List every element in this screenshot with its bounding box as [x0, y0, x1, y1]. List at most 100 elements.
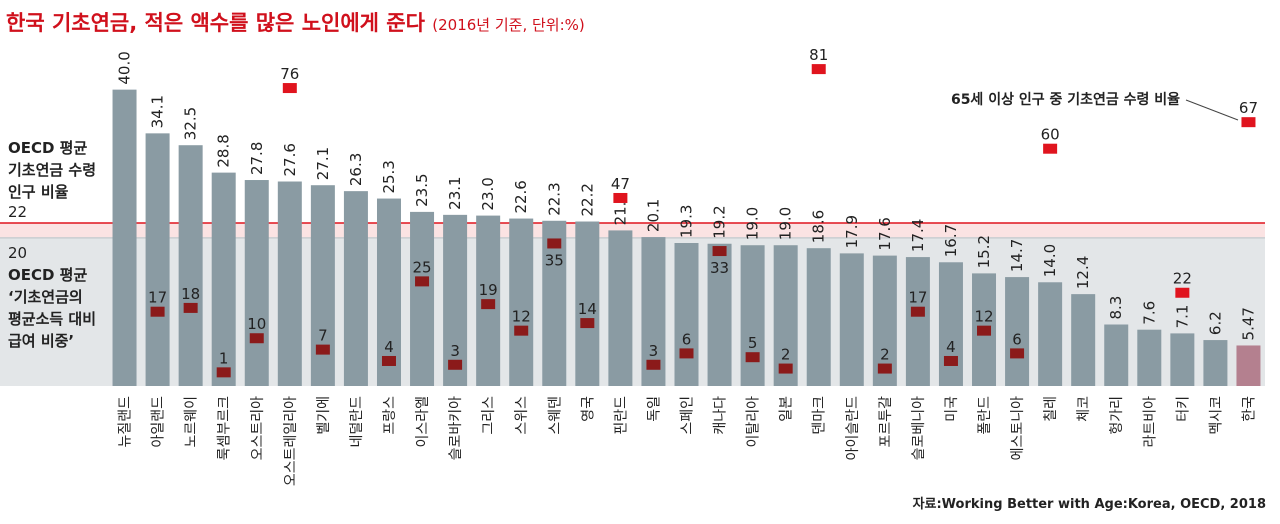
bar-value-label: 19.2	[711, 205, 729, 238]
marker	[448, 359, 463, 370]
x-tick-label: 뉴질랜드	[118, 396, 134, 448]
bar-value-label: 32.5	[182, 107, 200, 140]
x-tick-label: 터키	[1175, 396, 1191, 422]
bar-value-label: 14.7	[1008, 239, 1026, 272]
bar-value-label: 12.4	[1074, 256, 1092, 289]
bar	[1137, 329, 1162, 386]
bar	[112, 89, 137, 387]
bar	[1170, 333, 1195, 386]
marker	[1043, 143, 1058, 154]
bar-value-label: 7.6	[1140, 301, 1158, 325]
bar-value-label: 14.0	[1041, 244, 1059, 277]
marker-label: 5	[748, 334, 758, 352]
x-tick-label: 체코	[1076, 396, 1092, 422]
marker-label: 6	[682, 330, 692, 348]
marker	[811, 64, 826, 75]
bar	[1236, 345, 1261, 386]
bar-value-label: 19.0	[777, 207, 795, 240]
reference-label: 기초연금 수령	[8, 161, 96, 179]
marker-label: 19	[479, 281, 498, 299]
bar-value-label: 23.1	[446, 176, 464, 209]
bar-value-label: 16.7	[942, 224, 960, 257]
marker	[415, 276, 430, 287]
x-tick-label: 미국	[944, 396, 960, 422]
bar-value-label: 19.0	[744, 207, 762, 240]
marker	[249, 333, 264, 344]
marker	[977, 325, 992, 336]
reference-label: 인구 비율	[8, 183, 69, 201]
marker-label: 22	[1173, 270, 1192, 288]
marker-label: 4	[946, 338, 956, 356]
marker-label: 17	[148, 289, 167, 307]
marker	[943, 355, 958, 366]
bar-value-label: 22.6	[512, 180, 530, 213]
marker-label: 4	[384, 338, 394, 356]
subtitle: (2016년 기준, 단위:%)	[432, 16, 585, 34]
reference-label: OECD 평균	[8, 139, 87, 157]
marker-label: 60	[1041, 126, 1060, 144]
bar-value-label: 28.8	[215, 134, 233, 167]
bar	[1005, 277, 1030, 386]
x-tick-label: 헝가리	[1109, 396, 1125, 435]
marker-label: 81	[809, 46, 828, 64]
bar	[575, 221, 600, 386]
x-tick-label: 일본	[779, 396, 795, 422]
marker-label: 76	[280, 65, 299, 83]
annotation-line	[1185, 99, 1239, 121]
x-tick-label: 칠레	[1043, 396, 1059, 422]
title: 한국 기초연금, 적은 액수를 많은 노인에게 준다	[6, 11, 426, 35]
bar	[509, 218, 534, 386]
chart-title: 한국 기초연금, 적은 액수를 많은 노인에게 준다 (2016년 기준, 단위…	[6, 11, 585, 35]
x-tick-label: 그리스	[481, 396, 497, 435]
bar	[905, 257, 930, 386]
bar-value-label: 26.3	[347, 153, 365, 186]
bar-value-label: 22.3	[545, 182, 563, 215]
reference-label: 평균소득 대비	[8, 310, 96, 328]
x-tick-label: 라트비아	[1142, 396, 1158, 448]
legend-label: 65세 이상 인구 중 기초연금 수령 비율	[951, 91, 1180, 108]
bar-value-label: 27.1	[314, 147, 332, 180]
marker-label: 10	[247, 315, 266, 333]
reference-value: 20	[8, 244, 27, 262]
marker	[877, 363, 892, 374]
marker-label: 25	[412, 258, 431, 276]
x-tick-label: 프랑스	[382, 396, 398, 435]
x-tick-label: 이스라엘	[415, 396, 431, 448]
x-tick-label: 노르웨이	[184, 396, 200, 448]
bar	[1038, 282, 1063, 386]
marker	[1241, 117, 1256, 128]
x-tick-label: 슬로베니아	[911, 396, 927, 461]
bar	[740, 245, 765, 386]
bar-value-label: 34.1	[149, 95, 167, 128]
bar-value-label: 19.3	[678, 205, 696, 238]
bar	[674, 243, 699, 386]
marker-label: 12	[974, 308, 993, 326]
marker-label: 67	[1239, 99, 1258, 117]
bar	[839, 253, 864, 386]
source: 자료:Working Better with Age:Korea, OECD, …	[913, 497, 1266, 512]
marker-label: 18	[181, 285, 200, 303]
bar-value-label: 15.2	[975, 235, 993, 268]
bar-value-label: 27.8	[248, 142, 266, 175]
marker	[514, 325, 529, 336]
marker	[613, 192, 628, 203]
bar	[211, 172, 236, 386]
reference-label: 급여 비중’	[8, 332, 74, 350]
x-tick-label: 오스트레일리아	[283, 396, 299, 486]
reference-value: 22	[8, 203, 27, 221]
x-tick-label: 폴란드	[977, 396, 993, 435]
bar-value-label: 22.2	[578, 183, 596, 216]
bar-value-label: 23.5	[413, 173, 431, 206]
bar	[1203, 340, 1228, 386]
marker	[381, 355, 396, 366]
marker	[315, 344, 330, 355]
bar	[376, 198, 401, 386]
marker	[1175, 287, 1190, 298]
bar	[244, 180, 269, 386]
bar-value-label: 6.2	[1206, 311, 1224, 335]
x-tick-label: 오스트리아	[250, 396, 266, 461]
marker	[778, 363, 793, 374]
marker	[745, 352, 760, 363]
bar	[1071, 294, 1096, 386]
